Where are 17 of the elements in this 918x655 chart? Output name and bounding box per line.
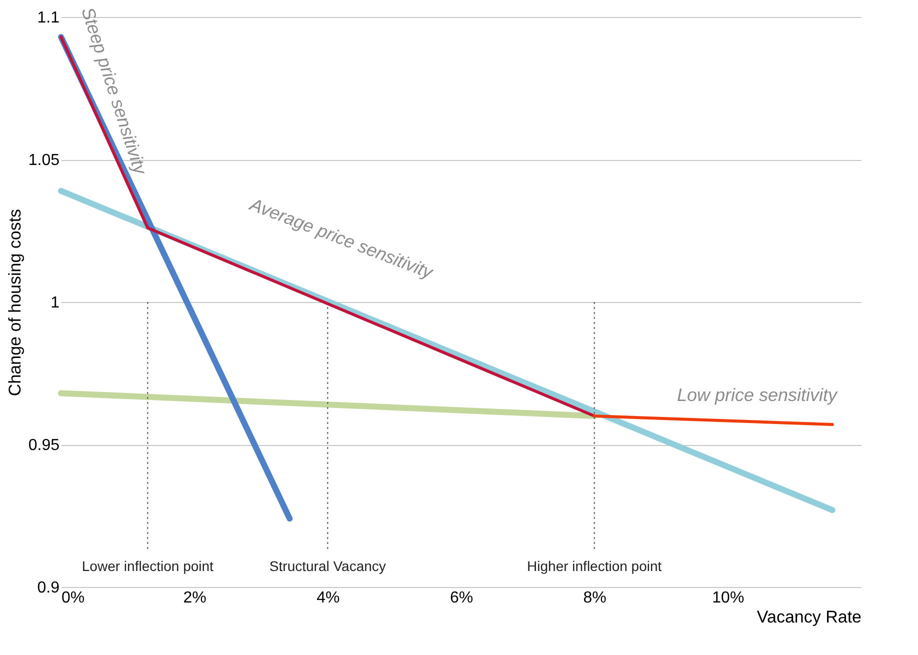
y-tick-label: 1.1	[37, 10, 60, 26]
ref-line-label: Structural Vacancy	[269, 558, 386, 574]
x-tick-label: 6%	[450, 590, 474, 606]
x-tick-label: 4%	[316, 590, 340, 606]
ref-line-label: Lower inflection point	[82, 558, 214, 574]
annotation: Low price sensitivity	[676, 385, 838, 406]
y-tick-label: 1.05	[28, 152, 60, 169]
y-tick-label: 1	[50, 294, 60, 312]
x-tick-label: 0%	[62, 590, 85, 606]
ref-line-label: Higher inflection point	[527, 558, 662, 574]
y-tick-label: 0.9	[37, 580, 60, 596]
x-tick-label: 10%	[712, 590, 744, 606]
x-tick-label: 2%	[183, 590, 206, 606]
y-tick-label: 0.95	[28, 437, 60, 454]
x-tick-label: 8%	[583, 590, 606, 606]
y-axis-title: Change of housing costs	[5, 208, 24, 396]
x-axis-title: Vacancy Rate	[756, 608, 862, 626]
